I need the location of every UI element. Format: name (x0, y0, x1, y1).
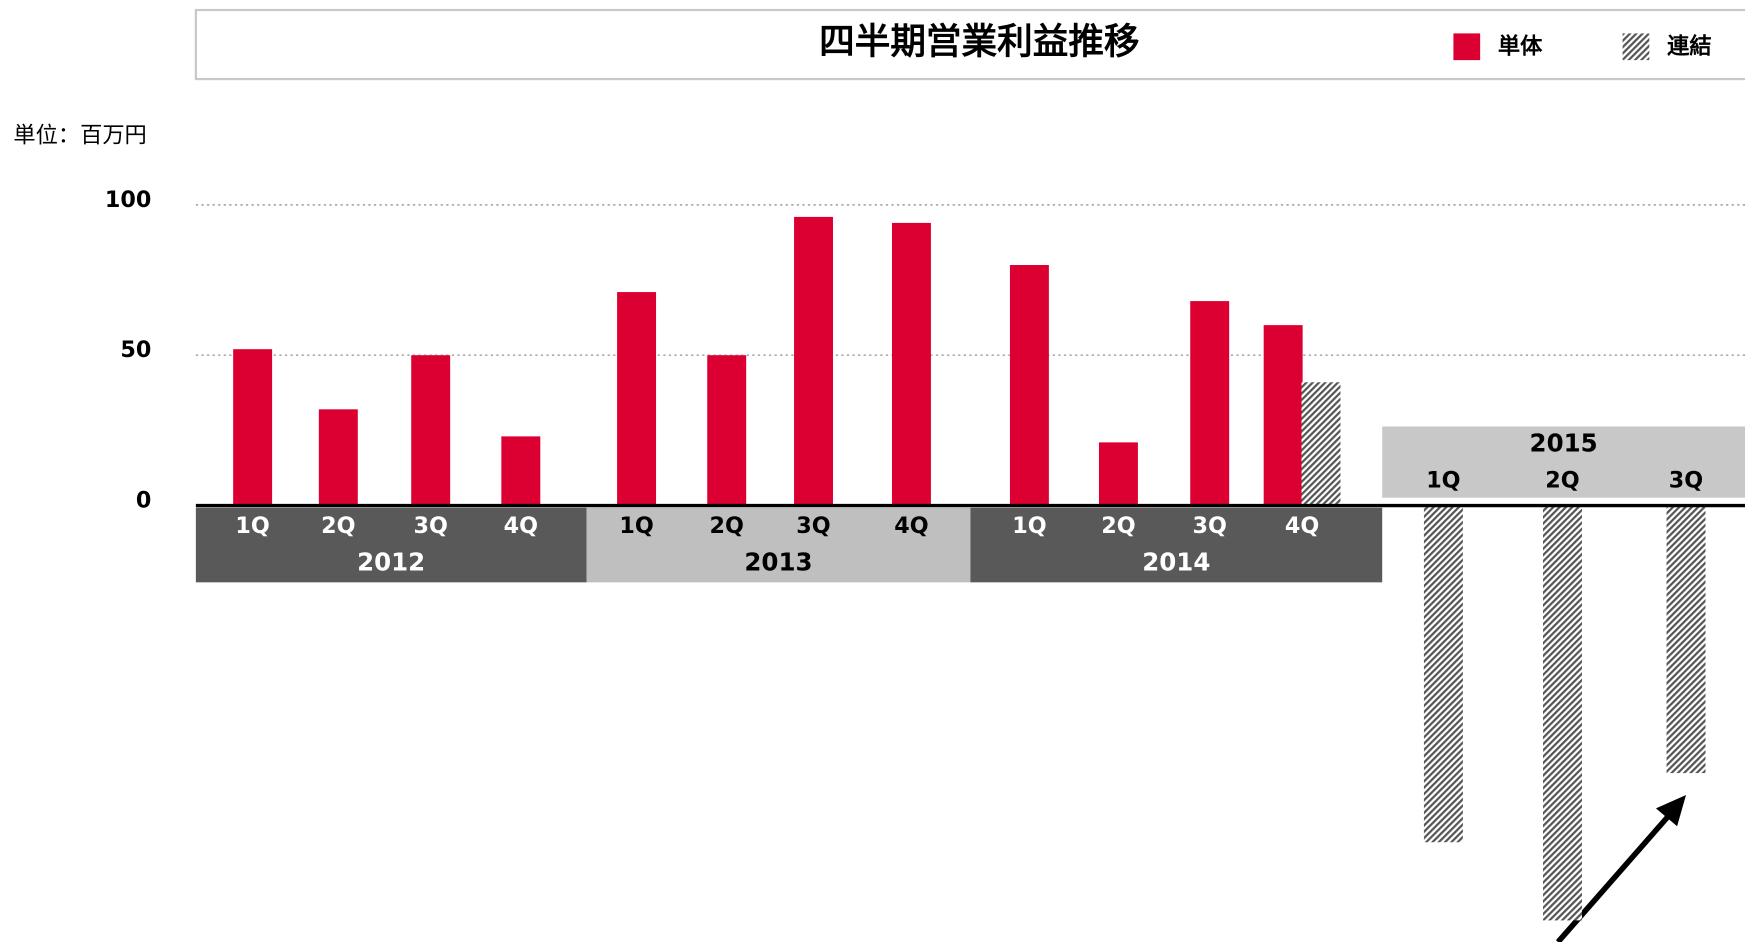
year-label: 2013 (744, 547, 812, 576)
bar (1190, 301, 1230, 506)
bar (1009, 265, 1049, 506)
year-band (970, 507, 1383, 583)
x-tick-label: 3Q (796, 513, 830, 539)
bar (411, 355, 451, 506)
bar (1098, 442, 1138, 506)
bar (617, 292, 657, 506)
x-tick-label: 4Q (1285, 513, 1319, 539)
arrow-head (1655, 795, 1687, 827)
year-band (586, 507, 971, 583)
chart-title: 四半期営業利益推移 (819, 21, 1139, 62)
x-tick-label: 4Q (894, 513, 928, 539)
y-tick-label: 100 (105, 187, 151, 213)
x-tick-label: 2Q (1101, 513, 1135, 539)
legend-label: 単体 (1498, 32, 1543, 59)
bar (1423, 505, 1463, 843)
x-tick-label: 1Q (1012, 513, 1046, 539)
legend-label: 連結 (1667, 32, 1711, 59)
bar (233, 349, 273, 506)
bar (501, 436, 541, 506)
year-label: 2015 (1530, 428, 1598, 457)
bar (1263, 325, 1303, 506)
bar (891, 222, 931, 506)
legend-swatch (1453, 33, 1481, 61)
x-tick-label: 1Q (1426, 468, 1460, 494)
x-tick-label: 2Q (710, 513, 744, 539)
y-tick-label: 0 (136, 488, 151, 514)
year-label: 2014 (1142, 547, 1210, 576)
x-tick-label: 2Q (1545, 468, 1579, 494)
bar (794, 216, 833, 506)
bar (318, 409, 358, 506)
x-tick-label: 3Q (1193, 513, 1227, 539)
bar (1543, 505, 1582, 921)
x-tick-label: 1Q (235, 513, 269, 539)
y-tick-label: 50 (120, 337, 151, 363)
bar (1301, 382, 1341, 506)
year-label: 2012 (357, 547, 425, 576)
arrow (1555, 813, 1672, 942)
x-tick-label: 1Q (619, 513, 653, 539)
unit-label: 単位：百万円 (13, 122, 146, 148)
x-tick-label: 4Q (504, 513, 538, 539)
year-band (1382, 426, 1745, 498)
year-band (195, 507, 587, 583)
legend-swatch (1622, 33, 1650, 61)
x-tick-label: 2Q (321, 513, 355, 539)
bar (1666, 505, 1706, 774)
bar (707, 355, 747, 506)
x-tick-label: 3Q (413, 513, 447, 539)
x-tick-label: 3Q (1669, 468, 1703, 494)
title-box (194, 8, 1745, 81)
